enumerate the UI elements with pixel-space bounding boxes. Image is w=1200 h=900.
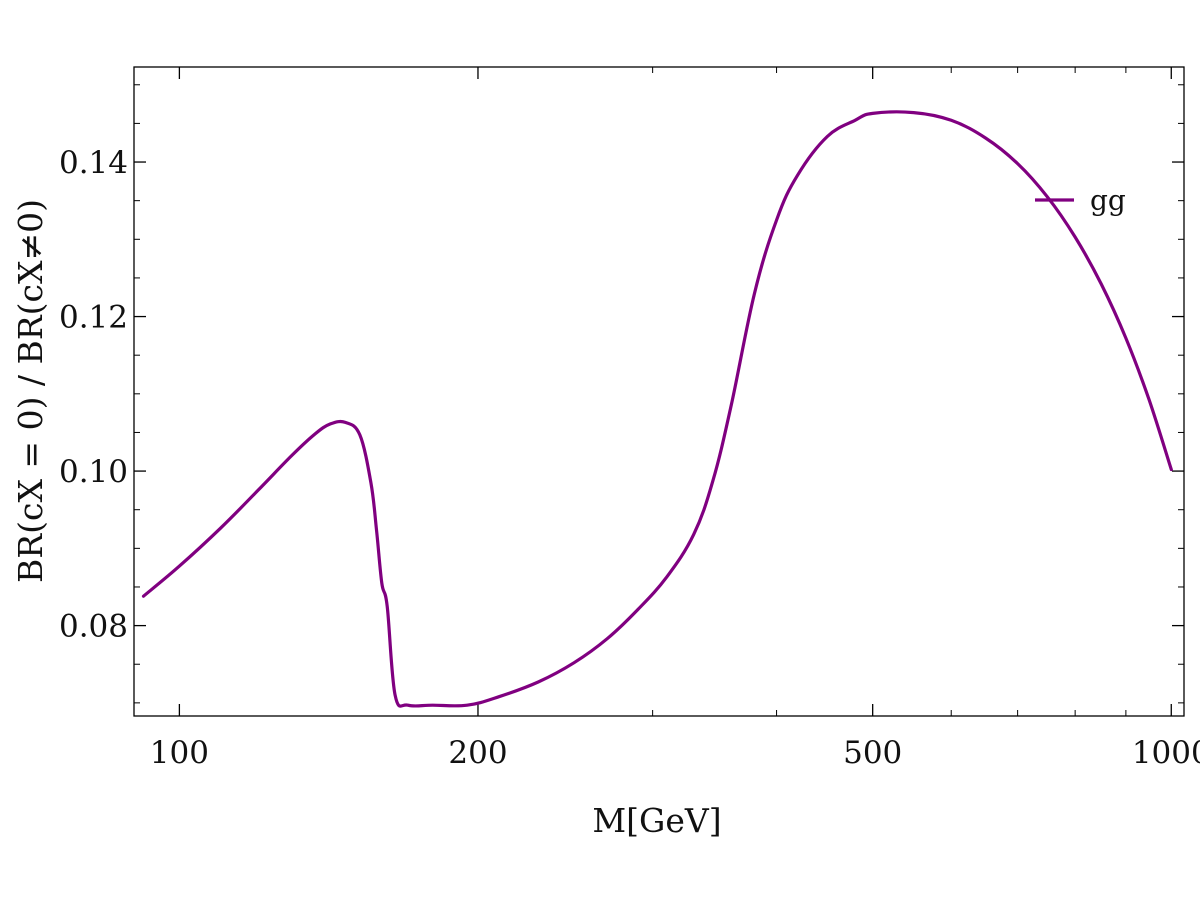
y-tick-label: 0.10 bbox=[59, 454, 128, 490]
series-line-gg bbox=[141, 110, 1173, 708]
ticks-layer bbox=[133, 67, 1184, 716]
y-tick-label: 0.14 bbox=[59, 145, 128, 181]
x-tick-label: 200 bbox=[448, 735, 507, 771]
y-axis-title: BR(cX = 0) / BR(cX≠0) bbox=[11, 199, 50, 583]
legend: gg bbox=[1035, 184, 1126, 217]
legend-label-gg: gg bbox=[1090, 184, 1126, 217]
y-tick-label: 0.08 bbox=[59, 609, 128, 645]
y-tick-label: 0.12 bbox=[59, 300, 128, 336]
x-tick-label: 100 bbox=[150, 735, 209, 771]
plot-frame bbox=[133, 66, 1185, 717]
x-tick-label: 500 bbox=[843, 735, 902, 771]
series-layer bbox=[141, 110, 1173, 708]
x-axis-title: M[GeV] bbox=[592, 801, 721, 840]
